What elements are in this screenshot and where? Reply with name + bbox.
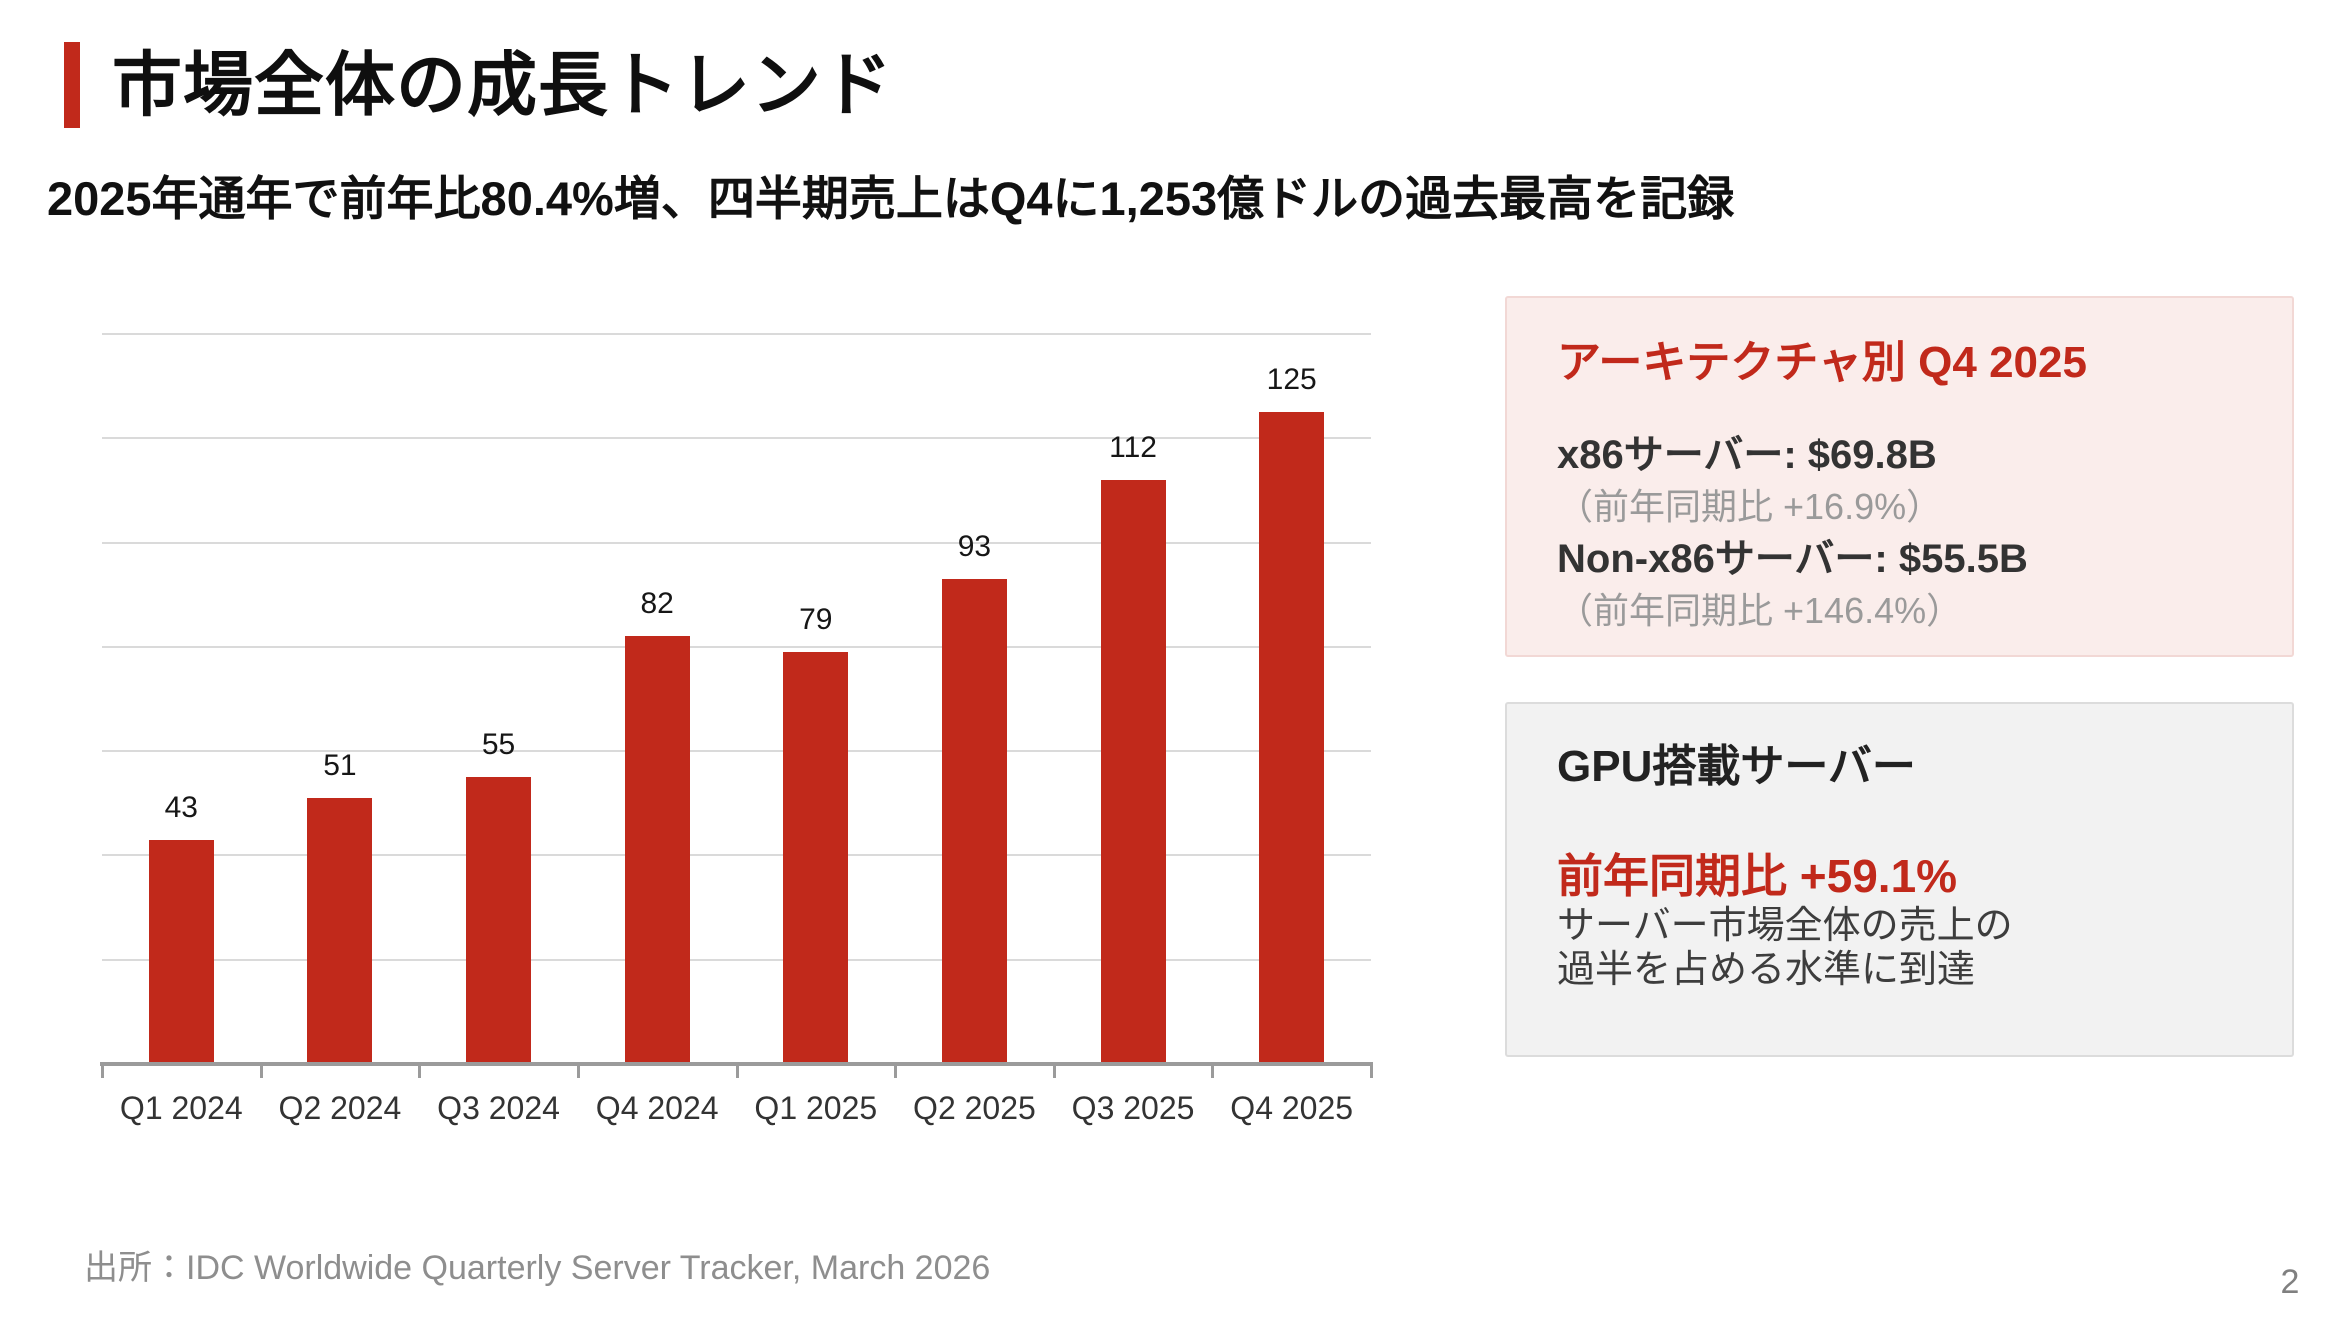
nonx86-yoy-line: （前年同期比 +146.4%） [1557, 590, 1963, 631]
chart-gridline [102, 541, 1371, 544]
chart-axis-tick [1052, 1064, 1056, 1078]
chart-axis-tick [418, 1064, 422, 1078]
chart-value-label: 125 [1266, 363, 1317, 397]
chart-bar [624, 636, 690, 1064]
architecture-panel-title: アーキテクチャ別 Q4 2025 [1557, 338, 2087, 387]
chart-gridline [102, 645, 1371, 648]
gpu-panel: GPU搭載サーバー 前年同期比 +59.1% サーバー市場全体の売上の 過半を占… [1505, 702, 2294, 1057]
gpu-yoy-highlight: 前年同期比 +59.1% [1557, 850, 1958, 902]
gpu-panel-title: GPU搭載サーバー [1557, 742, 1916, 791]
chart-category-label: Q3 2024 [437, 1090, 560, 1126]
chart-bar [307, 798, 373, 1064]
chart-category-label: Q1 2024 [119, 1090, 243, 1126]
title-accent-bar [64, 42, 80, 128]
nonx86-revenue-line: Non-x86サーバー: $55.5B [1557, 537, 2028, 581]
slide-header: 市場全体の成長トレンド [64, 42, 893, 128]
chart-bar [148, 839, 214, 1064]
chart-category-label: Q4 2024 [595, 1090, 719, 1126]
page-title: 市場全体の成長トレンド [112, 46, 893, 124]
chart-gridline [102, 333, 1371, 335]
chart-gridline [102, 958, 1371, 961]
chart-category-label: Q1 2025 [754, 1090, 878, 1126]
chart-value-label: 93 [957, 530, 992, 564]
chart-value-label: 43 [164, 790, 198, 824]
chart-axis-tick [259, 1064, 263, 1078]
chart-bar [783, 652, 849, 1064]
slide-subtitle: 2025年通年で前年比80.4%増、四半期売上はQ4に1,253億ドルの過去最高… [47, 172, 1735, 225]
chart-value-label: 55 [481, 728, 516, 762]
chart-bar [466, 777, 532, 1064]
architecture-panel: アーキテクチャ別 Q4 2025 x86サーバー: $69.8B （前年同期比 … [1505, 296, 2294, 657]
chart-axis-tick [735, 1064, 739, 1078]
chart-gridline [102, 750, 1371, 753]
x86-yoy-line: （前年同期比 +16.9%） [1557, 486, 1943, 527]
page-number: 2 [2280, 1263, 2300, 1301]
chart-bar [1100, 480, 1166, 1064]
x86-revenue-line: x86サーバー: $69.8B [1557, 433, 1937, 477]
chart-axis-tick [1370, 1064, 1373, 1078]
chart-bar [941, 579, 1007, 1064]
chart-category-label: Q3 2025 [1071, 1090, 1195, 1126]
chart-value-label: 79 [799, 603, 833, 637]
source-note: 出所：IDC Worldwide Quarterly Server Tracke… [84, 1249, 991, 1287]
chart-axis-tick [101, 1064, 104, 1078]
chart-category-label: Q4 2025 [1230, 1090, 1354, 1126]
chart-value-label: 51 [323, 749, 357, 783]
chart-axis-tick [576, 1064, 580, 1078]
chart-category-label: Q2 2024 [278, 1090, 402, 1126]
chart-axis-tick [894, 1064, 898, 1078]
chart-category-label: Q2 2025 [913, 1090, 1036, 1126]
chart-bar [1259, 412, 1325, 1064]
chart-axis-tick [1211, 1064, 1215, 1078]
chart-value-label: 112 [1109, 431, 1157, 464]
chart-gridline [102, 437, 1371, 440]
gpu-body-line-2: 過半を占める水準に到達 [1557, 949, 1976, 991]
chart-gridline [102, 854, 1371, 857]
gpu-body-line-1: サーバー市場全体の売上の [1557, 905, 2013, 947]
chart-value-label: 82 [640, 587, 674, 621]
